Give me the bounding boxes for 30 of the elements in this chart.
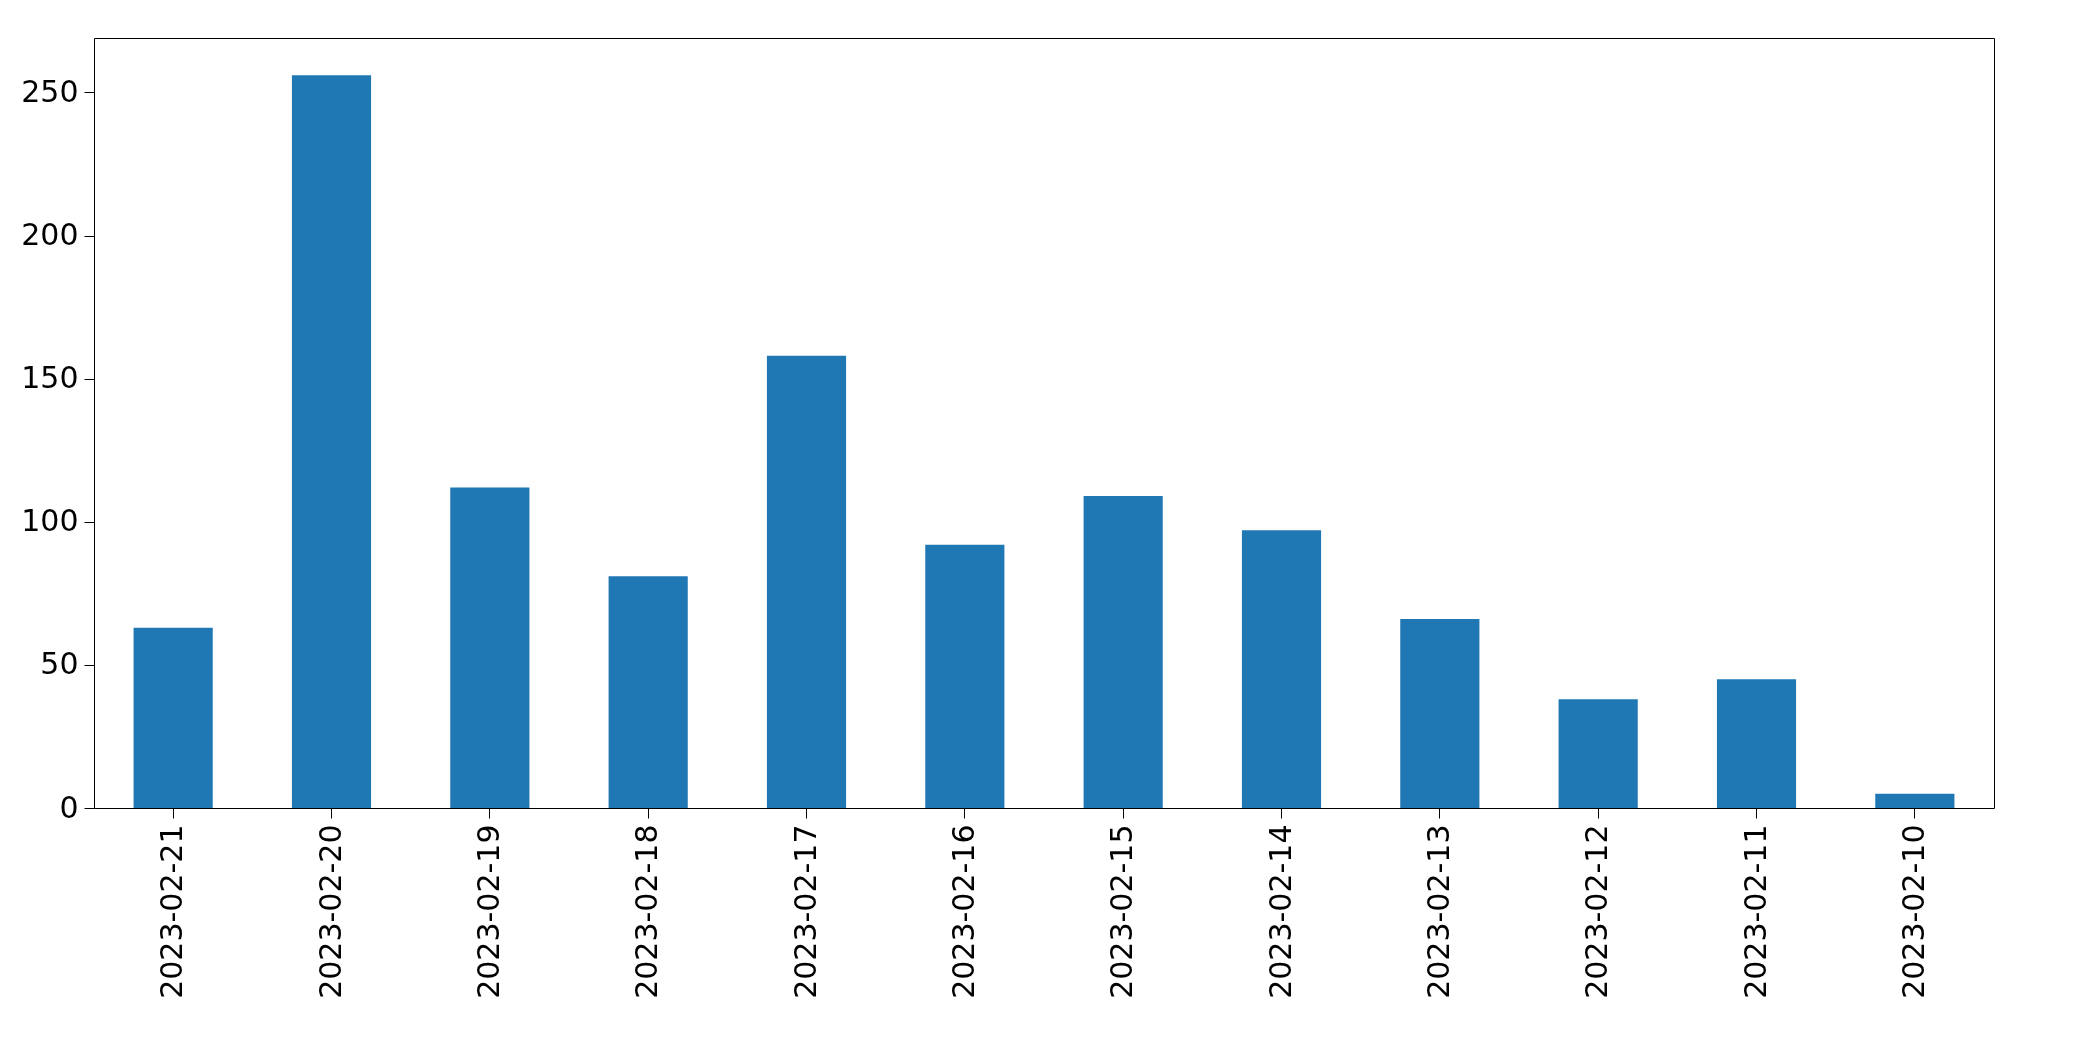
y-tick-label: 50: [40, 646, 79, 682]
bar: [133, 627, 213, 808]
bar: [608, 576, 688, 808]
x-tick-label: 2023-02-12: [1579, 824, 1615, 999]
x-tick-label: 2023-02-11: [1737, 824, 1773, 999]
bar: [1558, 699, 1638, 808]
bar: [1083, 495, 1163, 808]
x-tick-label: 2023-02-18: [629, 824, 665, 999]
x-tick-label: 2023-02-16: [945, 824, 981, 999]
y-tick-label: 150: [21, 360, 79, 396]
bar: [925, 544, 1005, 808]
x-tick-label: 2023-02-17: [787, 824, 823, 999]
bar: [1875, 793, 1955, 808]
y-tick-label: 0: [59, 789, 79, 825]
y-tick-label: 250: [21, 73, 79, 109]
x-tick-label: 2023-02-15: [1104, 824, 1140, 999]
bar: [1716, 679, 1797, 808]
bar: [450, 487, 530, 808]
x-tick-label: 2023-02-13: [1420, 824, 1456, 999]
x-tick-label: 2023-02-20: [312, 824, 348, 999]
bar: [766, 355, 847, 808]
x-tick-label: 2023-02-19: [470, 824, 506, 999]
bar: [291, 75, 372, 808]
x-tick-label: 2023-02-10: [1895, 824, 1931, 999]
bar: [1400, 619, 1480, 808]
x-tick-label: 2023-02-14: [1262, 824, 1298, 999]
x-tick-label: 2023-02-21: [154, 824, 190, 999]
y-tick-label: 100: [21, 503, 79, 539]
bar: [1241, 530, 1322, 808]
y-tick-label: 200: [21, 217, 79, 253]
